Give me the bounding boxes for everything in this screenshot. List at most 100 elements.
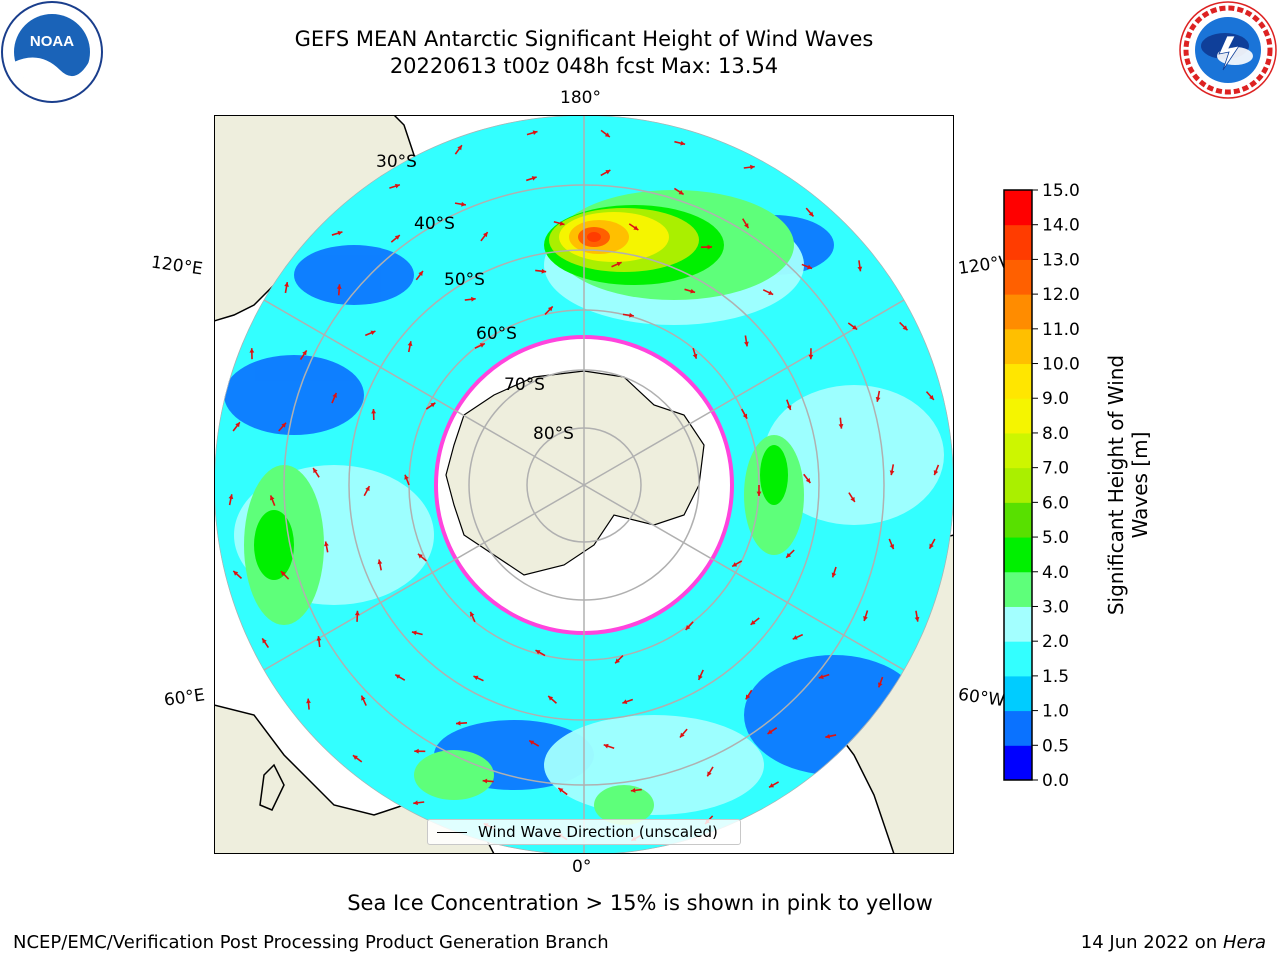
wave-arrow-head [807, 264, 813, 270]
colorbar-tick-label: 5.0 [1042, 528, 1069, 548]
wave-arrow-head [394, 183, 400, 189]
wave-arrow-head [228, 494, 234, 500]
wave-arrow-head [354, 610, 360, 616]
wave-arrow-head [889, 470, 895, 476]
colorbar-tick-label: 2.0 [1042, 632, 1069, 652]
colorbar-tick-label: 10.0 [1042, 355, 1080, 375]
wave-arrow-head [473, 675, 479, 681]
wave-arrow-head [616, 261, 622, 267]
wave-arrow-head [337, 230, 343, 236]
lon-label-180: 180° [560, 88, 601, 108]
lat-label-50s: 50°S [444, 270, 485, 290]
wave-arrow-head [479, 343, 485, 348]
map-legend: Wind Wave Direction (unscaled) [427, 819, 741, 845]
wave-arrow-head [457, 145, 462, 151]
colorbar-tick-label: 8.0 [1042, 424, 1069, 444]
wave-arrow-head [605, 170, 611, 175]
wave-arrow-head [808, 211, 814, 217]
wave-arrow-head [792, 635, 798, 640]
wave-arrow-head [744, 223, 749, 229]
svg-text:NOAA: NOAA [30, 33, 74, 50]
footer-host: Hera [1222, 932, 1266, 953]
colorbar-swatch [1004, 537, 1032, 573]
wave-arrow-head [365, 486, 370, 492]
footer-branch: NCEP/EMC/Verification Post Processing Pr… [13, 932, 609, 953]
wave-arrow-head [558, 788, 564, 793]
wave-arrow-head [685, 625, 691, 630]
wave-arrow-head [825, 733, 831, 739]
wave-arrow-head [418, 271, 423, 276]
wave-arrow-head [786, 405, 792, 411]
wave-arrow-head [877, 682, 883, 688]
wave-arrow-head [235, 422, 240, 428]
antarctica-landmass [445, 370, 705, 576]
nws-logo [1179, 1, 1277, 99]
wave-arrow-head [547, 306, 553, 312]
wave-arrow-head [678, 190, 684, 195]
colorbar-label: Significant Height of Wind Waves [m] [1104, 354, 1152, 616]
madagascar-landmass [259, 763, 285, 811]
wave-arrow-head [786, 552, 792, 558]
wave-arrow-head [284, 282, 289, 287]
wave-arrow-head [857, 266, 863, 272]
wave-arrow-head [914, 616, 920, 622]
wave-arrow-head [633, 225, 639, 231]
wave-arrow-head [316, 636, 322, 641]
colorbar-tick-label: 7.0 [1042, 459, 1069, 479]
wave-arrow-head [767, 729, 773, 734]
wave-arrow-head [324, 541, 329, 547]
colorbar-swatch [1004, 363, 1032, 399]
wave-arrow-head [698, 674, 703, 680]
wave-arrow-head [532, 130, 538, 136]
colorbar-swatch [1004, 432, 1032, 469]
colorbar-tick-label: 1.0 [1042, 702, 1069, 722]
lat-label-60s: 60°S [476, 324, 517, 344]
wave-arrow-head [531, 176, 537, 181]
wave-arrow-head [395, 674, 401, 679]
colorbar-tick-label: 9.0 [1042, 389, 1069, 409]
wave-arrow-head [249, 348, 255, 353]
wave-arrow-head [262, 638, 267, 644]
wave-arrow-head [756, 491, 762, 496]
wave-arrow-head [411, 630, 417, 636]
wave-arrow-head [461, 201, 466, 207]
wave-arrow-head [332, 392, 337, 398]
lat-label-40s: 40°S [414, 214, 455, 234]
legend-line-sample [437, 832, 467, 833]
wave-arrow-head [377, 559, 383, 565]
footer-date-text: 14 Jun 2022 on [1080, 932, 1223, 953]
wave-arrow-head [750, 164, 755, 170]
wave-arrow-head [413, 800, 418, 806]
chart-title: GEFS MEAN Antarctic Significant Height o… [294, 27, 874, 51]
wave-arrow-head [863, 616, 868, 621]
wave-arrow-head [768, 290, 774, 295]
wave-arrow-head [629, 312, 634, 318]
wave-arrow-head [818, 674, 824, 679]
wave-arrow-head [535, 650, 541, 655]
wave-arrow-head [742, 413, 748, 419]
wave-arrow-head [769, 783, 775, 788]
colorbar-swatch [1004, 328, 1032, 365]
wave-arrow-head [541, 268, 547, 274]
wave-arrow-head [680, 140, 686, 146]
footer-date: 14 Jun 2022 on Hera [1081, 932, 1266, 953]
colorbar-tick-label: 0.5 [1042, 736, 1069, 756]
wave-arrow-head [548, 695, 554, 701]
lon-label-120e: 120°E [149, 252, 204, 280]
wave-arrow-head [414, 748, 419, 754]
colorbar-swatch [1004, 190, 1032, 226]
colorbar-tick-label: 6.0 [1042, 493, 1069, 513]
wave-arrow-head [690, 288, 696, 294]
colorbar-tick-label: 4.0 [1042, 563, 1069, 583]
wave-arrow-head [732, 562, 738, 567]
wave-arrow-head [831, 572, 837, 578]
wave-arrow-head [483, 232, 488, 238]
wave-arrow-head [902, 325, 908, 331]
forecast-subtitle: 20220613 t00z 048h fcst Max: 13.54 [389, 54, 779, 78]
wave-arrow-head [679, 732, 685, 738]
colorbar-swatch [1004, 502, 1032, 538]
wave-arrow-head [692, 353, 698, 359]
wave-arrow-head [529, 740, 535, 745]
wave-arrow-head [456, 720, 461, 726]
wave-arrow-head [707, 244, 712, 250]
